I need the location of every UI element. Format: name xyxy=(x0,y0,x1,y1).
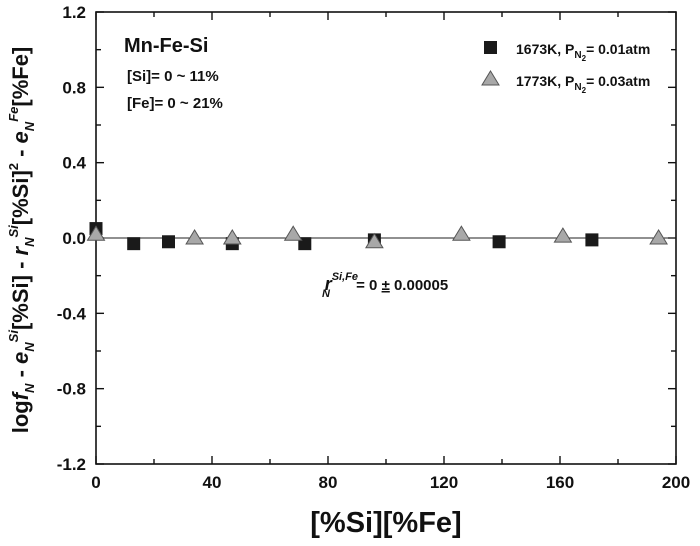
data-point-1773k xyxy=(222,229,242,245)
legend-label-1773k: 1773K, PN2= 0.03atm xyxy=(516,73,650,95)
y-tick-label: 0.4 xyxy=(62,154,86,173)
legend-label-1673k: 1673K, PN2= 0.01atm xyxy=(516,41,650,63)
y-tick-labels: -1.2 -0.8 -0.4 0.0 0.4 0.8 1.2 xyxy=(57,3,87,474)
data-point-1773k xyxy=(553,227,573,243)
legend-marker-1673k xyxy=(484,41,497,54)
x-tick-label: 40 xyxy=(203,473,222,492)
data-point-1773k xyxy=(185,229,204,245)
x-axis-title: [%Si][%Fe] xyxy=(310,507,461,539)
fe-range-label: [Fe]= 0 ~ 21% xyxy=(127,95,223,112)
si-range-label: [Si]= 0 ~ 11% xyxy=(127,68,219,85)
data-point-1773k xyxy=(452,225,471,241)
data-point-1673k xyxy=(585,233,599,247)
y-tick-label: -0.4 xyxy=(57,304,87,323)
system-label: Mn-Fe-Si xyxy=(124,35,208,57)
x-tick-label: 160 xyxy=(546,473,574,492)
data-point-1673k xyxy=(492,235,506,249)
x-tick-label: 120 xyxy=(430,473,458,492)
y-tick-label: 1.2 xyxy=(62,3,86,22)
y-tick-label: 0.8 xyxy=(62,78,86,97)
data-point-1773k xyxy=(649,229,668,245)
y-tick-label: 0.0 xyxy=(62,229,86,248)
axis-ticks xyxy=(95,11,677,465)
data-point-1673k xyxy=(127,237,141,251)
x-tick-label: 200 xyxy=(662,473,690,492)
data-point-1773k xyxy=(365,232,384,249)
x-tick-label: 0 xyxy=(91,473,100,492)
data-point-1773k xyxy=(86,225,106,241)
x-tick-label: 80 xyxy=(319,473,338,492)
legend-marker-1773k xyxy=(481,70,500,86)
data-point-1773k xyxy=(283,225,303,241)
y-tick-label: -1.2 xyxy=(57,455,86,474)
data-points xyxy=(86,222,668,251)
y-tick-label: -0.8 xyxy=(57,380,86,399)
x-tick-labels: 0 40 80 120 160 200 xyxy=(91,473,690,492)
legend: 1673K, PN2= 0.01atm 1773K, PN2= 0.03atm xyxy=(481,41,650,95)
fit-annotation: rSi,Fe N = 0 ± 0.00005 xyxy=(322,271,448,300)
data-point-1673k xyxy=(162,235,175,249)
y-axis-title: logfN - eNSi[%Si] - rNSi[%Si]2 - eNFe[%F… xyxy=(6,47,37,434)
